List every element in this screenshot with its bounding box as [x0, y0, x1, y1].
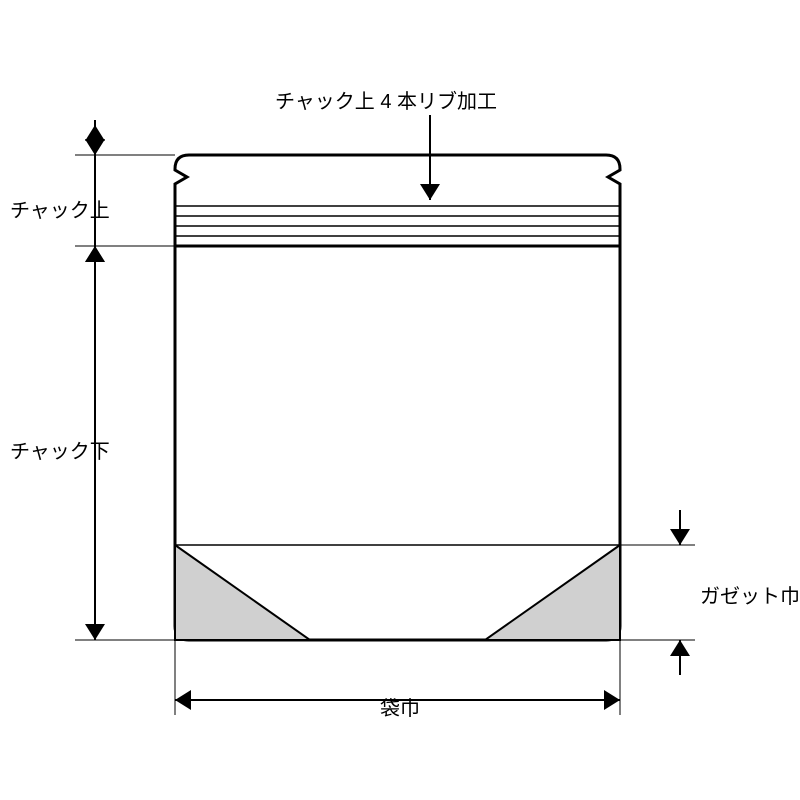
- label-bag-width: 袋巾: [380, 692, 420, 721]
- label-top-title: チャック上 4 本リブ加工: [275, 85, 497, 114]
- bag-diagram: [0, 0, 800, 800]
- label-chuck-top: チャック上: [10, 194, 110, 223]
- label-gusset-width: ガゼット巾: [700, 580, 800, 609]
- label-chuck-bottom: チャック下: [10, 435, 110, 464]
